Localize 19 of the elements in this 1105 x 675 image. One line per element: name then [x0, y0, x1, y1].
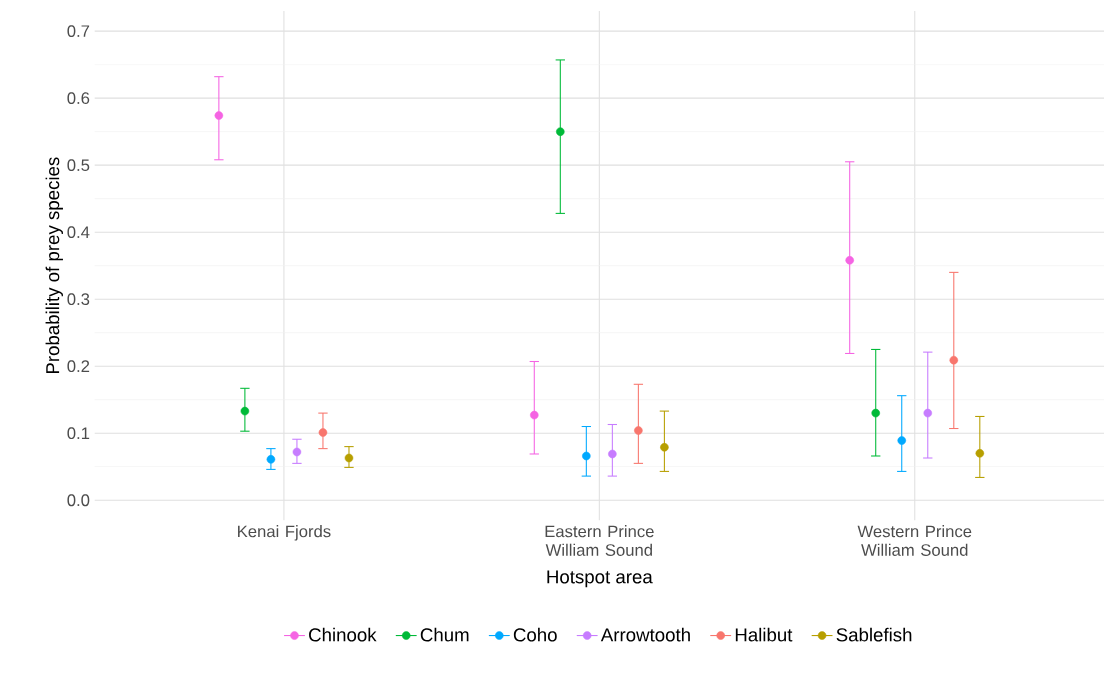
y-tick-label: 0.3	[67, 293, 90, 306]
x-tick-label: Eastern Prince William Sound	[545, 525, 654, 556]
y-tick-label: 0.1	[67, 427, 90, 440]
legend-label: Halibut	[735, 627, 793, 642]
legend-label: Coho	[513, 627, 557, 642]
y-axis-title: Probability of prey species	[45, 157, 63, 374]
x-axis-title: Hotspot area	[547, 570, 653, 588]
y-tick-label: 0.5	[67, 159, 90, 172]
y-tick-label: 0.6	[67, 92, 90, 105]
y-tick-label: 0.4	[67, 226, 90, 239]
y-tick-label: 0.0	[67, 494, 90, 507]
legend-label: Sablefish	[836, 627, 912, 642]
legend-label: Arrowtooth	[600, 627, 690, 642]
legend-label: Chum	[420, 627, 469, 642]
y-tick-label: 0.7	[67, 25, 90, 38]
legend-label: Chinook	[309, 627, 377, 642]
x-tick-label: Kenai Fjords	[238, 525, 331, 541]
y-tick-label: 0.2	[67, 360, 90, 373]
x-tick-label: Western Prince William Sound	[857, 525, 972, 556]
